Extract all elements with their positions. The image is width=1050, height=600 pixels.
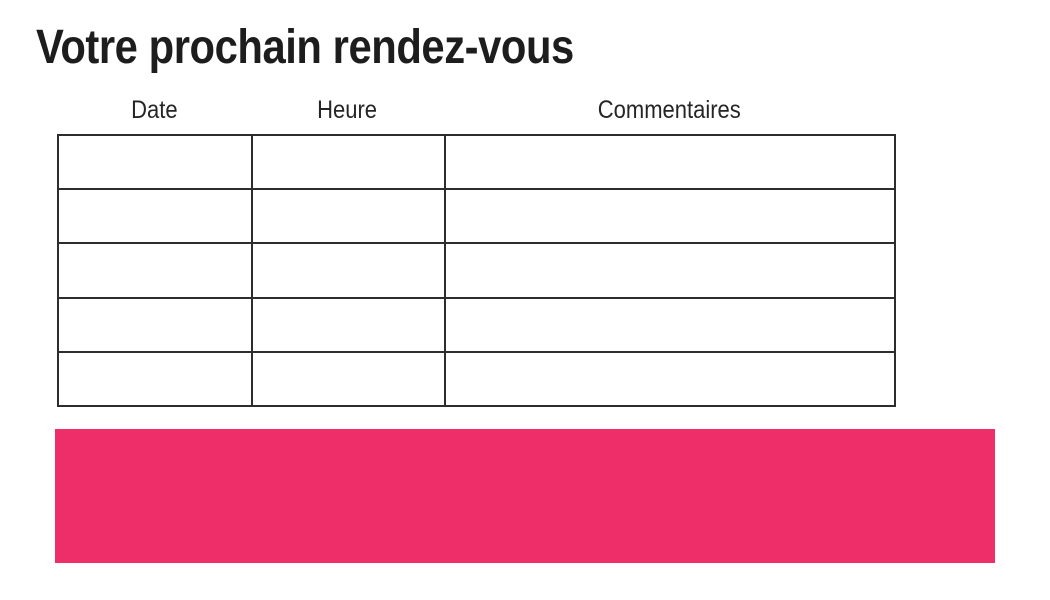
page-title: Votre prochain rendez-vous bbox=[36, 21, 574, 74]
table-row bbox=[57, 188, 896, 245]
column-header-commentaires: Commentaires bbox=[444, 93, 894, 127]
table-cell bbox=[444, 133, 896, 191]
highlight-bar bbox=[55, 429, 995, 563]
table-header-row: Date Heure Commentaires bbox=[57, 93, 894, 127]
table-cell bbox=[444, 188, 896, 245]
column-header-commentaires-label: Commentaires bbox=[597, 95, 741, 124]
table-cell bbox=[251, 188, 446, 245]
table-row bbox=[57, 133, 896, 191]
table-row bbox=[57, 350, 896, 408]
table-cell bbox=[251, 350, 446, 408]
appointment-table bbox=[57, 133, 896, 408]
table-cell bbox=[251, 133, 446, 191]
column-header-date-label: Date bbox=[130, 95, 178, 124]
table-cell bbox=[57, 133, 253, 191]
table-cell bbox=[57, 188, 253, 245]
table-cell bbox=[57, 296, 253, 353]
table-row bbox=[57, 296, 896, 353]
table-cell bbox=[444, 350, 896, 408]
column-header-heure-label: Heure bbox=[317, 95, 378, 124]
table-cell bbox=[251, 242, 446, 299]
table-cell bbox=[444, 296, 896, 353]
table-cell bbox=[444, 242, 896, 299]
table-row bbox=[57, 242, 896, 299]
table-cell bbox=[251, 296, 446, 353]
column-header-heure: Heure bbox=[251, 93, 444, 127]
table-cell bbox=[57, 350, 253, 408]
table-cell bbox=[57, 242, 253, 299]
column-header-date: Date bbox=[57, 93, 251, 127]
